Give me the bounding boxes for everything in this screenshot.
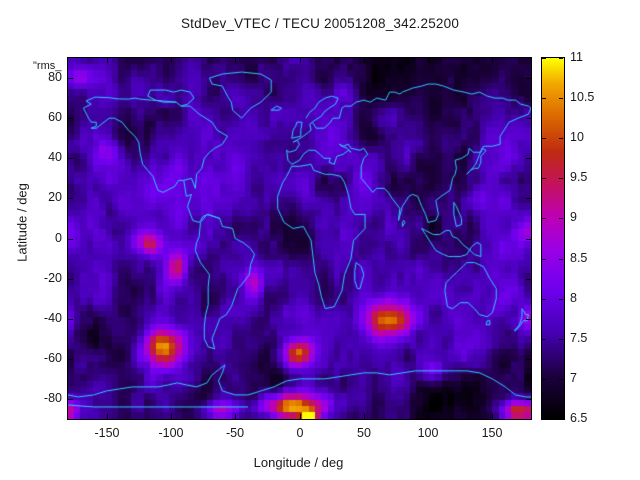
page-title: StdDev_VTEC / TECU 20051208_342.25200 [180,16,460,31]
y-tick-mark [68,118,73,119]
colorbar-tick-mark-right [559,379,563,380]
y-axis-title: Latitude / deg [14,183,30,262]
colorbar-tick-label: 11 [570,50,583,64]
colorbar-tick-label: 6.5 [570,411,588,425]
colorbar-tick-mark [542,339,546,340]
y-axis-tick-labels: 80 60 40 20 0 -20 -40 -60 -80 [22,0,62,480]
x-tick-mark [235,414,236,419]
colorbar-tick-mark-right [559,339,563,340]
y-tick-mark [68,198,73,199]
colorbar-tick-mark-right [559,98,563,99]
colorbar-tick-mark [542,58,546,59]
map-plot-area [67,57,532,420]
colorbar-tick-label: 10 [570,130,584,144]
x-tick-mark [428,414,429,419]
colorbar-gradient [542,58,564,419]
colorbar-tick-mark [542,98,546,99]
y-tick-mark [68,279,73,280]
y-tick-mark [68,239,73,240]
coastline-overlay [68,58,531,419]
colorbar-tick-mark [542,259,546,260]
colorbar-tick-label: 7 [570,371,577,385]
x-tick-mark-top [171,58,172,63]
y-tick-label: 20 [48,190,62,204]
x-tick-label: -100 [158,426,184,440]
y-tick-mark [68,78,73,79]
x-tick-label: -50 [225,426,245,440]
x-axis-title: Longitude / deg [253,455,344,470]
y-tick-label: -40 [43,311,62,325]
colorbar-tick-label: 7.5 [570,331,588,345]
x-tick-mark [300,414,301,419]
x-tick-mark [492,414,493,419]
colorbar-tick-mark-right [559,218,563,219]
y-tick-mark-right [526,399,531,400]
colorbar-tick-mark-right [559,299,563,300]
y-tick-mark-right [526,78,531,79]
y-tick-mark [68,158,73,159]
y-tick-mark-right [526,158,531,159]
x-tick-mark-top [300,58,301,63]
y-tick-mark [68,399,73,400]
colorbar-tick-mark [542,178,546,179]
y-tick-mark-right [526,279,531,280]
colorbar-tick-mark-right [559,58,563,59]
x-axis-tick-labels: -150 -100 -50 0 50 100 150 [0,426,640,446]
y-tick-mark-right [526,359,531,360]
key-label: "rms_ [33,60,62,72]
x-tick-mark-top [364,58,365,63]
x-tick-mark-top [235,58,236,63]
x-tick-mark [171,414,172,419]
colorbar-tick-label: 10.5 [570,90,595,104]
colorbar-tick-mark [542,379,546,380]
y-tick-label: -60 [43,351,62,365]
y-tick-mark-right [526,198,531,199]
colorbar-tick-mark-right [559,259,563,260]
y-tick-mark-right [526,319,531,320]
y-tick-label: 60 [48,110,62,124]
colorbar-tick-label: 8.5 [570,251,588,265]
colorbar-tick-mark [542,218,546,219]
x-tick-mark-top [107,58,108,63]
x-tick-mark-top [428,58,429,63]
x-tick-mark [107,414,108,419]
colorbar-tick-label: 9 [570,210,577,224]
colorbar [541,57,565,420]
y-tick-label: -80 [43,391,62,405]
colorbar-tick-mark [542,299,546,300]
y-tick-mark [68,359,73,360]
colorbar-tick-mark-right [559,138,563,139]
x-tick-label: 150 [481,426,503,440]
y-tick-label: 80 [48,70,62,84]
colorbar-tick-mark [542,419,546,420]
colorbar-tick-mark-right [559,178,563,179]
colorbar-tick-mark-right [559,419,563,420]
colorbar-tick-label: 8 [570,291,577,305]
x-tick-label: 0 [296,426,304,440]
colorbar-tick-mark [542,138,546,139]
y-tick-mark-right [526,239,531,240]
x-tick-mark [364,414,365,419]
colorbar-tick-label: 9.5 [570,170,588,184]
x-tick-label: 50 [357,426,371,440]
x-tick-mark-top [492,58,493,63]
y-tick-label: 40 [48,150,62,164]
x-tick-label: -150 [94,426,120,440]
y-tick-label: -20 [43,271,62,285]
y-tick-mark-right [526,118,531,119]
y-tick-mark [68,319,73,320]
x-tick-label: 100 [417,426,439,440]
y-tick-label: 0 [55,231,62,245]
